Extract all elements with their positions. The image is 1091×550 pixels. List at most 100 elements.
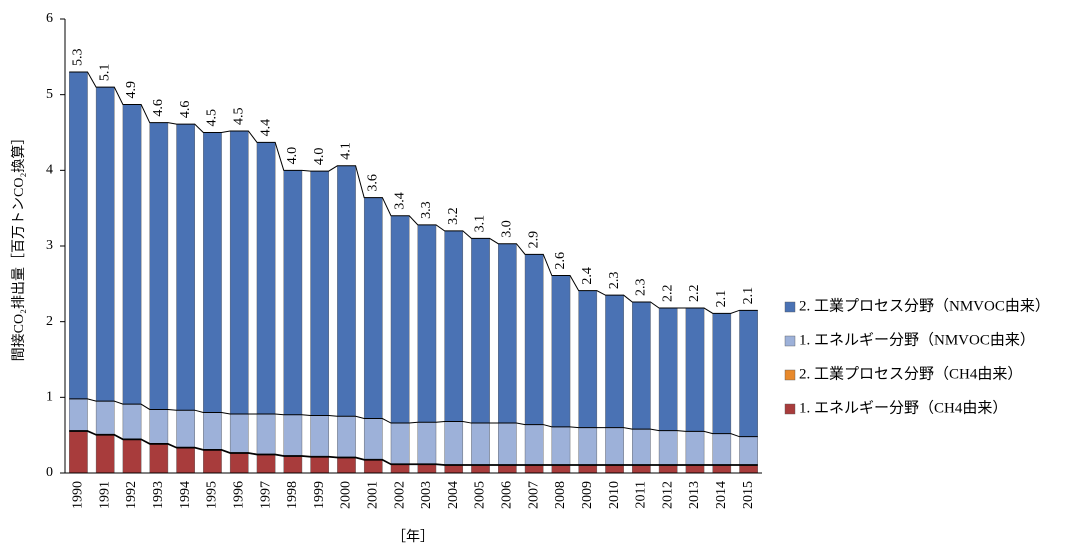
x-tick-label: 2011 bbox=[634, 481, 649, 508]
x-tick-label: 2008 bbox=[553, 481, 568, 509]
total-label: 3.3 bbox=[419, 201, 434, 219]
bar-segment bbox=[712, 433, 732, 465]
x-tick-label: 2006 bbox=[500, 481, 515, 509]
bar-segment bbox=[229, 453, 249, 474]
bar-segment bbox=[363, 197, 383, 419]
total-label: 4.5 bbox=[231, 107, 246, 125]
bar-segment bbox=[658, 430, 678, 465]
y-tick-label: 3 bbox=[46, 238, 53, 253]
x-tick-label: 2001 bbox=[366, 481, 381, 509]
x-tick-label: 2009 bbox=[580, 481, 595, 509]
total-label: 4.6 bbox=[151, 99, 166, 117]
stack-connector bbox=[69, 430, 758, 466]
bar-segment bbox=[578, 427, 598, 465]
bar-segment bbox=[283, 414, 303, 456]
bar-segment bbox=[739, 436, 758, 465]
bar-segment bbox=[176, 123, 195, 411]
bar-segment bbox=[551, 275, 571, 428]
bar-segment bbox=[283, 170, 303, 415]
bar-segment bbox=[256, 413, 276, 455]
bar-segment bbox=[471, 238, 490, 424]
y-tick-label: 2 bbox=[46, 314, 53, 329]
x-tick-label: 2013 bbox=[687, 481, 702, 509]
bar-segment bbox=[551, 465, 571, 474]
bar-segment bbox=[739, 465, 758, 474]
bar-segment bbox=[176, 409, 195, 448]
bar-segment bbox=[578, 465, 598, 474]
bar-segment bbox=[605, 294, 624, 428]
bar-segment bbox=[390, 422, 410, 465]
total-label: 5.3 bbox=[71, 48, 86, 66]
total-label: 2.6 bbox=[553, 252, 568, 270]
x-tick-label: 1992 bbox=[124, 481, 139, 509]
legend-label: 2. 工業プロセス分野（NMVOC由来） bbox=[799, 297, 1050, 314]
bar-segment bbox=[390, 464, 410, 474]
total-label: 2.3 bbox=[634, 278, 649, 296]
stack-connector bbox=[69, 71, 758, 314]
x-tick-label: 1990 bbox=[71, 481, 86, 509]
legend-label: 2. 工業プロセス分野（CH4由来） bbox=[799, 365, 1022, 382]
legend-label: 1. エネルギー分野（CH4由来） bbox=[799, 399, 1007, 416]
bar-segment bbox=[524, 424, 544, 465]
bar-segment bbox=[498, 422, 517, 465]
total-label: 4.0 bbox=[285, 147, 300, 165]
bar-segment bbox=[524, 465, 544, 474]
bar-segment bbox=[69, 71, 88, 400]
bar-segment bbox=[444, 465, 464, 474]
bar-segment bbox=[658, 307, 678, 431]
y-tick-label: 0 bbox=[46, 465, 53, 480]
total-label: 4.0 bbox=[312, 148, 327, 166]
total-label: 2.1 bbox=[741, 287, 756, 305]
total-label: 2.4 bbox=[580, 267, 595, 285]
bar-segment bbox=[310, 415, 329, 457]
bar-segment bbox=[229, 413, 249, 453]
bar-segment bbox=[122, 403, 142, 440]
x-tick-label: 1998 bbox=[285, 481, 300, 509]
bar-segment bbox=[658, 465, 678, 474]
bar-segment bbox=[685, 431, 705, 465]
bar-segment bbox=[256, 454, 276, 474]
bar-segment bbox=[95, 400, 115, 435]
bar-segment bbox=[337, 457, 356, 474]
bar-segment bbox=[256, 142, 276, 415]
total-label: 3.6 bbox=[366, 174, 381, 192]
total-label: 2.9 bbox=[526, 231, 541, 249]
total-label: 2.1 bbox=[714, 290, 729, 308]
stack-connector bbox=[69, 398, 758, 438]
x-axis-label: ［年］ bbox=[392, 529, 434, 545]
bar-segment bbox=[149, 444, 169, 474]
bar-segment bbox=[471, 422, 490, 465]
bar-segment bbox=[605, 465, 624, 474]
x-tick-label: 1991 bbox=[97, 481, 112, 509]
bar-segment bbox=[471, 465, 490, 474]
bar-segment bbox=[229, 130, 249, 415]
total-label: 2.2 bbox=[687, 285, 702, 303]
total-label: 4.9 bbox=[124, 81, 139, 99]
x-tick-label: 2015 bbox=[741, 481, 756, 509]
bar-segment bbox=[685, 465, 705, 474]
bar-segment bbox=[712, 313, 732, 434]
x-tick-label: 1996 bbox=[231, 481, 246, 509]
bar-segment bbox=[417, 422, 437, 465]
bar-segment bbox=[363, 459, 383, 474]
bar-segment bbox=[95, 86, 115, 402]
total-label: 4.4 bbox=[258, 119, 273, 137]
legend-swatch bbox=[784, 335, 796, 347]
bar-segment bbox=[122, 439, 142, 474]
legend-label: 1. エネルギー分野（NMVOC由来） bbox=[799, 331, 1035, 348]
y-tick-label: 5 bbox=[46, 87, 53, 102]
total-label: 3.1 bbox=[473, 215, 488, 233]
x-tick-label: 2007 bbox=[526, 481, 541, 509]
bar-segment bbox=[69, 398, 88, 431]
bar-segment bbox=[363, 418, 383, 460]
bar-segment bbox=[390, 215, 410, 424]
x-tick-label: 1999 bbox=[312, 481, 327, 509]
bar-segment bbox=[417, 224, 437, 423]
y-tick-label: 1 bbox=[46, 390, 53, 405]
bar-segment bbox=[149, 122, 169, 410]
bar-segment bbox=[310, 456, 329, 474]
bar-segment bbox=[444, 421, 464, 465]
x-tick-label: 1997 bbox=[258, 481, 273, 509]
bar-segment bbox=[632, 301, 651, 430]
